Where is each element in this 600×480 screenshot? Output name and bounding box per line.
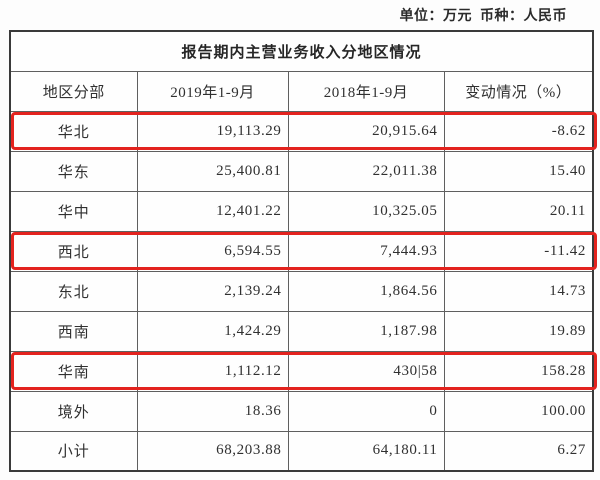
value-2018-cell: 22,011.38 [287, 150, 445, 192]
change-cell: 15.40 [443, 150, 594, 192]
change-cell: 6.27 [443, 430, 594, 472]
region-cell: 西南 [9, 310, 138, 352]
change-cell: 100.00 [443, 390, 594, 432]
value-2018-cell: 20,915.64 [287, 110, 445, 152]
value-2018-cell: 7,444.93 [287, 230, 445, 272]
change-cell: 158.28 [443, 350, 594, 392]
value-2018-cell: 1,187.98 [287, 310, 445, 352]
table-row: 西北 6,594.55 7,444.93 -11.42 [9, 230, 594, 272]
change-cell: 20.11 [443, 190, 594, 232]
revenue-by-region-table: 报告期内主营业务收入分地区情况 地区分部 2019年1-9月 2018年1-9月 变动情… [9, 30, 595, 472]
column-header-1: 2019年1-9月 [136, 70, 289, 112]
table-row: 小计 68,203.88 64,180.11 6.27 [9, 430, 594, 472]
table-header-row: 地区分部 2019年1-9月 2018年1-9月 变动情况（%） [9, 70, 594, 112]
region-cell: 华北 [9, 110, 138, 152]
unit-currency-label: 单位：万元 币种：人民币 [399, 9, 567, 24]
value-2019-cell: 18.36 [136, 390, 289, 432]
value-2019-cell: 68,203.88 [136, 430, 289, 472]
change-cell: 14.73 [443, 270, 594, 312]
region-cell: 东北 [9, 270, 138, 312]
value-2019-cell: 19,113.29 [136, 110, 289, 152]
value-2019-cell: 2,139.24 [136, 270, 289, 312]
table-title: 报告期内主营业务收入分地区情况 [9, 30, 594, 72]
change-cell: -11.42 [443, 230, 594, 272]
column-header-0: 地区分部 [9, 70, 138, 112]
region-cell: 小计 [9, 430, 138, 472]
table-row: 华中 12,401.22 10,325.05 20.11 [9, 190, 594, 232]
table-row: 华南 1,112.12 430|58 158.28 [9, 350, 594, 392]
table-title-row: 报告期内主营业务收入分地区情况 [9, 30, 594, 72]
value-2018-cell: 64,180.11 [287, 430, 445, 472]
region-cell: 华中 [9, 190, 138, 232]
value-2018-cell: 10,325.05 [287, 190, 445, 232]
value-2019-cell: 12,401.22 [136, 190, 289, 232]
value-2018-cell: 430|58 [287, 350, 445, 392]
table-row: 华东 25,400.81 22,011.38 15.40 [9, 150, 594, 192]
region-cell: 华东 [9, 150, 138, 192]
column-header-2: 2018年1-9月 [287, 70, 445, 112]
value-2018-cell: 0 [287, 390, 445, 432]
change-cell: -8.62 [443, 110, 594, 152]
value-2018-cell: 1,864.56 [287, 270, 445, 312]
table-row: 境外 18.36 0 100.00 [9, 390, 594, 432]
table-row: 华北 19,113.29 20,915.64 -8.62 [9, 110, 594, 152]
region-cell: 华南 [9, 350, 138, 392]
value-2019-cell: 1,424.29 [136, 310, 289, 352]
change-cell: 19.89 [443, 310, 594, 352]
value-2019-cell: 25,400.81 [136, 150, 289, 192]
region-cell: 西北 [9, 230, 138, 272]
region-cell: 境外 [9, 390, 138, 432]
value-2019-cell: 1,112.12 [136, 350, 289, 392]
column-header-3: 变动情况（%） [443, 70, 594, 112]
value-2019-cell: 6,594.55 [136, 230, 289, 272]
table-row: 西南 1,424.29 1,187.98 19.89 [9, 310, 594, 352]
table-row: 东北 2,139.24 1,864.56 14.73 [9, 270, 594, 312]
